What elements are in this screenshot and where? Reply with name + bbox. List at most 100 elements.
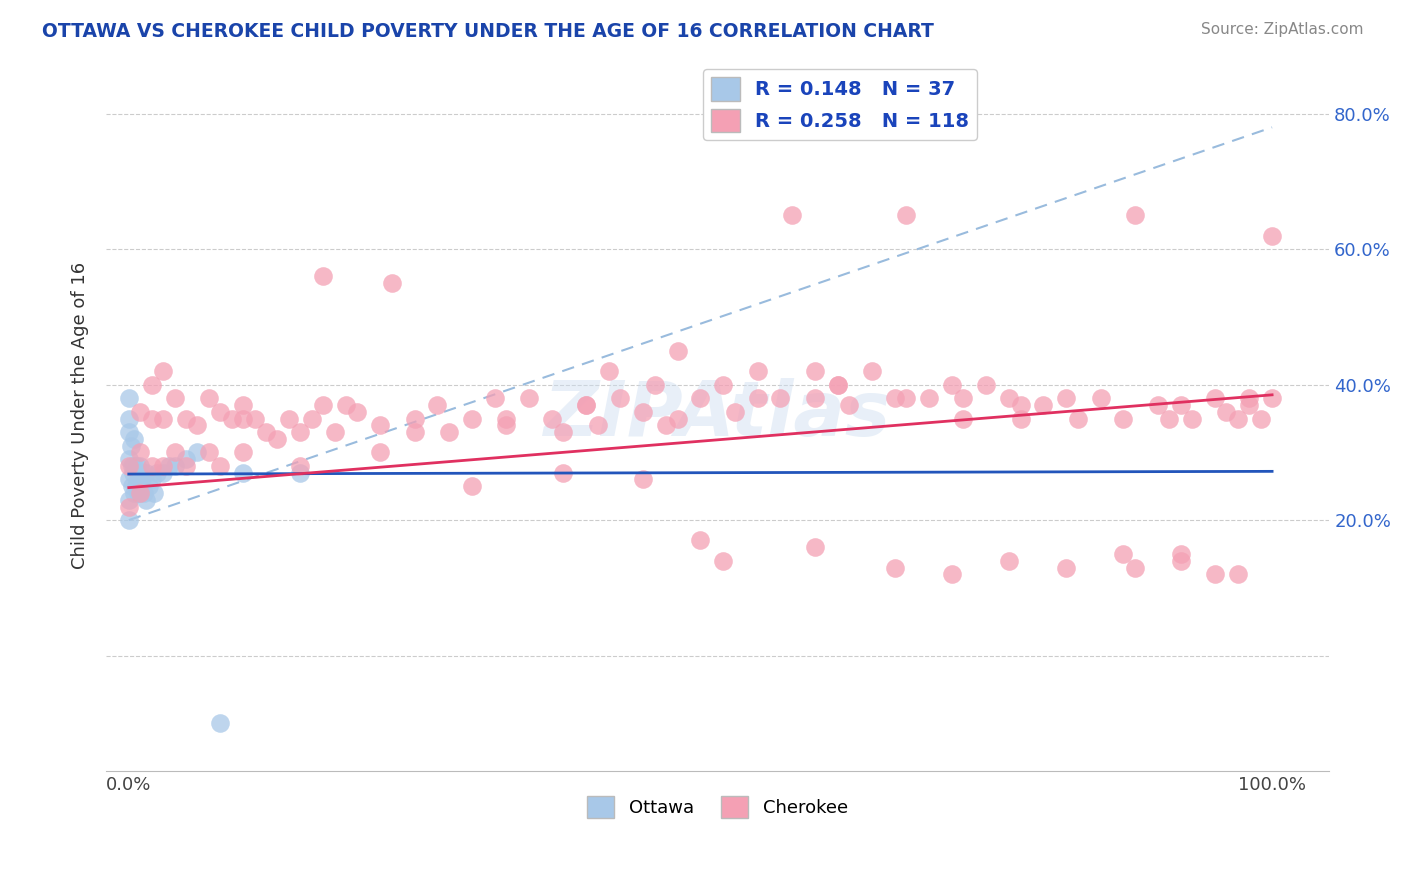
- Point: [883, 560, 905, 574]
- Point: [141, 458, 163, 473]
- Point: [127, 486, 149, 500]
- Point: [517, 391, 540, 405]
- Point: [221, 411, 243, 425]
- Point: [124, 479, 146, 493]
- Point: [254, 425, 277, 439]
- Point: [1032, 398, 1054, 412]
- Point: [974, 377, 997, 392]
- Point: [883, 391, 905, 405]
- Point: [142, 486, 165, 500]
- Point: [666, 343, 689, 358]
- Point: [998, 554, 1021, 568]
- Text: ZIPAtlas: ZIPAtlas: [544, 378, 891, 452]
- Point: [122, 466, 145, 480]
- Point: [803, 391, 825, 405]
- Point: [803, 540, 825, 554]
- Point: [1010, 398, 1032, 412]
- Point: [121, 479, 143, 493]
- Point: [152, 458, 174, 473]
- Point: [461, 479, 484, 493]
- Y-axis label: Child Poverty Under the Age of 16: Child Poverty Under the Age of 16: [72, 261, 89, 569]
- Point: [124, 486, 146, 500]
- Point: [747, 391, 769, 405]
- Point: [780, 208, 803, 222]
- Point: [803, 364, 825, 378]
- Point: [495, 411, 517, 425]
- Point: [575, 398, 598, 412]
- Point: [368, 418, 391, 433]
- Point: [129, 445, 152, 459]
- Point: [335, 398, 357, 412]
- Point: [135, 492, 157, 507]
- Point: [118, 452, 141, 467]
- Point: [312, 269, 335, 284]
- Point: [426, 398, 449, 412]
- Point: [666, 411, 689, 425]
- Point: [124, 458, 146, 473]
- Point: [689, 533, 711, 548]
- Point: [118, 492, 141, 507]
- Point: [129, 486, 152, 500]
- Point: [575, 398, 598, 412]
- Point: [1226, 567, 1249, 582]
- Point: [896, 391, 918, 405]
- Point: [146, 466, 169, 480]
- Point: [1159, 411, 1181, 425]
- Point: [209, 716, 232, 731]
- Point: [138, 479, 160, 493]
- Point: [918, 391, 941, 405]
- Point: [121, 458, 143, 473]
- Point: [1010, 411, 1032, 425]
- Point: [118, 500, 141, 514]
- Point: [152, 411, 174, 425]
- Point: [1170, 554, 1192, 568]
- Point: [290, 466, 312, 480]
- Point: [724, 405, 747, 419]
- Point: [404, 425, 426, 439]
- Point: [198, 445, 221, 459]
- Point: [1170, 547, 1192, 561]
- Point: [118, 425, 141, 439]
- Point: [129, 486, 152, 500]
- Point: [1181, 411, 1204, 425]
- Point: [1239, 391, 1261, 405]
- Point: [404, 411, 426, 425]
- Point: [553, 466, 575, 480]
- Point: [609, 391, 631, 405]
- Point: [1170, 398, 1192, 412]
- Point: [827, 377, 849, 392]
- Point: [118, 513, 141, 527]
- Point: [1215, 405, 1237, 419]
- Point: [125, 458, 148, 473]
- Point: [952, 411, 974, 425]
- Point: [941, 567, 963, 582]
- Point: [586, 418, 609, 433]
- Point: [655, 418, 678, 433]
- Point: [689, 391, 711, 405]
- Point: [553, 425, 575, 439]
- Point: [1239, 398, 1261, 412]
- Point: [163, 391, 186, 405]
- Legend: Ottawa, Cherokee: Ottawa, Cherokee: [581, 789, 855, 826]
- Point: [209, 405, 232, 419]
- Point: [1112, 411, 1135, 425]
- Point: [1146, 398, 1168, 412]
- Point: [174, 458, 197, 473]
- Point: [838, 398, 860, 412]
- Point: [644, 377, 666, 392]
- Point: [174, 452, 197, 467]
- Point: [129, 405, 152, 419]
- Point: [484, 391, 506, 405]
- Point: [1090, 391, 1112, 405]
- Point: [1250, 411, 1272, 425]
- Point: [152, 364, 174, 378]
- Point: [131, 473, 153, 487]
- Point: [266, 432, 288, 446]
- Point: [128, 473, 150, 487]
- Point: [127, 466, 149, 480]
- Point: [860, 364, 883, 378]
- Point: [232, 411, 254, 425]
- Text: Source: ZipAtlas.com: Source: ZipAtlas.com: [1201, 22, 1364, 37]
- Point: [495, 418, 517, 433]
- Point: [118, 473, 141, 487]
